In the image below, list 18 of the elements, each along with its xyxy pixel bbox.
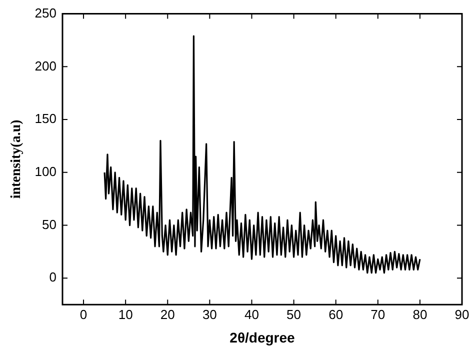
x-tick-label: 40: [244, 306, 259, 322]
y-tick-label: 50: [42, 216, 56, 232]
x-axis-title: 2θ/degree: [230, 329, 296, 346]
x-tick-label: 80: [412, 306, 428, 322]
y-tick-label: 200: [34, 58, 56, 74]
x-tick-label: 20: [160, 306, 175, 322]
x-tick-label: 90: [454, 306, 470, 322]
x-tick-label: 70: [370, 306, 386, 322]
y-tick-label: 250: [34, 5, 56, 20]
y-tick-label: 0: [49, 270, 56, 285]
x-tick-label: 50: [286, 306, 302, 322]
x-tick-label: 30: [202, 306, 217, 322]
x-tick-label: 0: [80, 306, 88, 322]
y-tick-label: 150: [34, 111, 56, 126]
y-tick-label: 100: [34, 164, 56, 179]
x-tick-label: 10: [118, 306, 133, 322]
y-axis-title: intensity(a.u): [9, 119, 24, 199]
x-tick-label: 60: [328, 306, 344, 322]
